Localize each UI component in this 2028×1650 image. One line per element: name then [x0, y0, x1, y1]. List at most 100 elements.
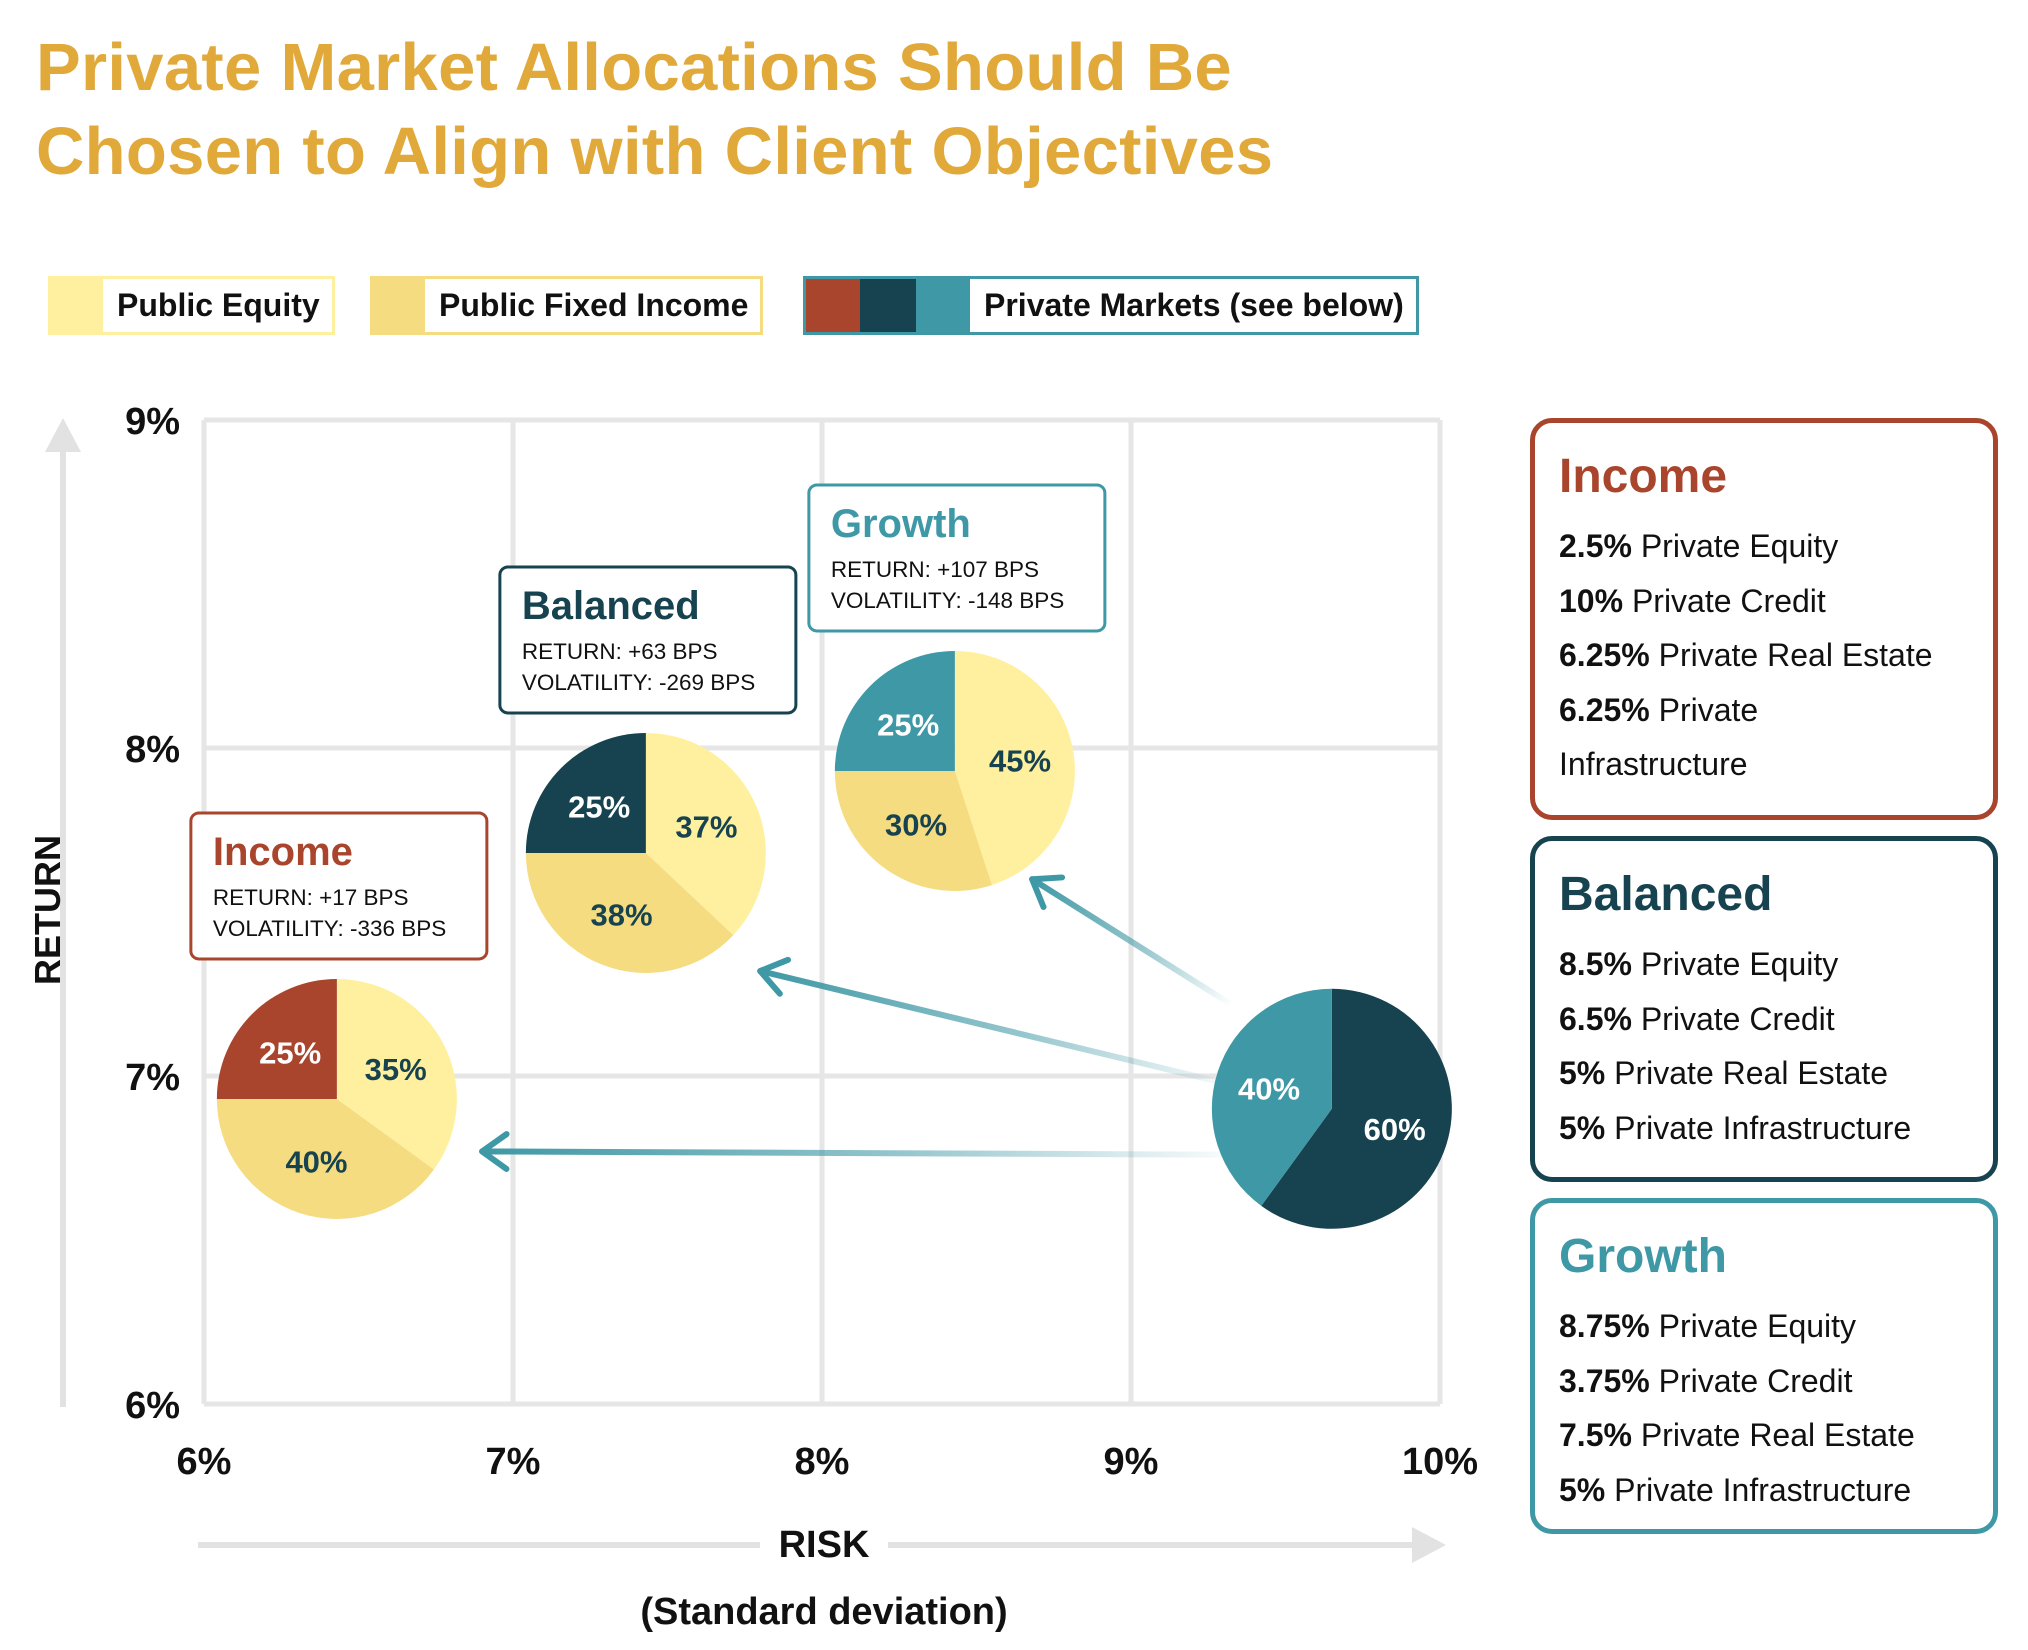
income-card-row: 10% Private Credit — [1559, 582, 1826, 619]
pie-slice-label: 40% — [1238, 1071, 1300, 1106]
tick-labels: 6% 7% 8% 9% 10% 6% 7% 8% 9% — [125, 401, 1478, 1483]
public-fixed-income-swatch-icon — [373, 279, 425, 332]
legend-public-equity: Public Equity — [48, 276, 335, 335]
callout-volatility: VOLATILITY: -336 BPS — [213, 916, 446, 941]
growth-card-row: 5% Private Infrastructure — [1559, 1471, 1912, 1508]
callout-box — [189, 811, 489, 961]
y-tick-label: 9% — [125, 401, 180, 443]
pie-slice-label: 38% — [591, 897, 653, 932]
callout-volatility: VOLATILITY: -269 BPS — [522, 670, 755, 695]
growth-card-row: 3.75% Private Credit — [1559, 1362, 1853, 1399]
balanced-card-row: 6.5% Private Credit — [1559, 1000, 1835, 1037]
callout-title: Balanced — [522, 584, 700, 628]
income-card-row: 6.25% Private — [1559, 691, 1759, 728]
x-axis-arrow-head-icon — [1412, 1527, 1446, 1563]
arrow-to-income — [479, 1148, 1253, 1158]
growth-card-title: Growth — [1559, 1230, 1727, 1283]
balanced-card-row: 8.5% Private Equity — [1559, 946, 1839, 982]
income-card-title: Income — [1559, 450, 1728, 503]
y-tick-label: 8% — [125, 729, 180, 771]
x-axis-label: RISK — [779, 1524, 870, 1566]
legend-label-private-markets: Private Markets (see below) — [984, 287, 1404, 323]
pie-slice-label: 25% — [568, 789, 630, 824]
income-card-row: 6.25% Private Real Estate — [1559, 637, 1933, 673]
pie-slice-label: 45% — [989, 744, 1051, 779]
pie-growth: 45% 30% 25% — [834, 650, 1075, 891]
private-markets-swatch-growth-icon — [916, 279, 970, 332]
transition-arrows — [479, 874, 1253, 1172]
balanced-card: Balanced 8.5% Private Equity 6.5% Privat… — [1530, 836, 1998, 1182]
arrow-to-growth — [1029, 876, 1235, 1008]
pie-slice-label: 60% — [1364, 1112, 1426, 1147]
x-tick-label: 8% — [795, 1441, 850, 1483]
pie-slice — [1261, 988, 1452, 1229]
arrow-to-balanced — [757, 968, 1243, 1090]
pie-slice — [1211, 988, 1332, 1206]
balanced-card-row: 5% Private Real Estate — [1559, 1055, 1889, 1091]
x-tick-label: 10% — [1402, 1441, 1478, 1483]
callout-box — [807, 483, 1107, 633]
pie-income: 35% 40% 25% — [216, 978, 457, 1219]
growth-card: Growth 8.75% Private Equity 3.75% Privat… — [1530, 1198, 1998, 1534]
legend-public-fixed-income: Public Fixed Income — [370, 276, 764, 335]
y-axis-label: RETURN — [27, 835, 68, 985]
pie-slice — [216, 978, 337, 1099]
arrow-head-icon — [479, 1131, 510, 1172]
pie-balanced: 37% 38% 25% — [525, 732, 766, 973]
callout-title: Income — [213, 830, 353, 874]
title-line-1: Private Market Allocations Should Be — [36, 30, 1232, 105]
y-tick-label: 6% — [125, 1385, 180, 1427]
pie-slice — [525, 852, 734, 973]
growth-card-row: 8.75% Private Equity — [1559, 1308, 1857, 1344]
pie-slice-label: 37% — [675, 810, 737, 845]
callout-income: Income RETURN: +17 BPS VOLATILITY: -336 BP… — [189, 811, 489, 961]
y-axis-arrow-head-icon — [45, 418, 81, 452]
pie-slice-label: 25% — [259, 1035, 321, 1070]
pie-slice — [336, 978, 457, 1170]
private-markets-swatch-income-icon — [806, 279, 860, 332]
y-tick-label: 7% — [125, 1057, 180, 1099]
pie-slice — [954, 650, 1075, 886]
pie-slice-label: 25% — [877, 707, 939, 742]
callout-return: RETURN: +63 BPS — [522, 639, 718, 664]
pie-slice-label: 30% — [885, 807, 947, 842]
callout-title: Growth — [831, 502, 971, 546]
public-equity-swatch-icon — [51, 279, 103, 332]
x-axis-sublabel: (Standard deviation) — [640, 1591, 1007, 1633]
balanced-card-row: 5% Private Infrastructure — [1559, 1109, 1912, 1146]
pie-slice-label: 40% — [285, 1145, 347, 1180]
income-card-row: Infrastructure — [1559, 746, 1748, 782]
legend-label-public-fixed-income: Public Fixed Income — [439, 287, 749, 323]
private-markets-swatch-balanced-icon — [860, 279, 916, 332]
x-tick-label: 6% — [177, 1441, 232, 1483]
callout-return: RETURN: +17 BPS — [213, 885, 409, 910]
portfolio-callouts: Income RETURN: +17 BPS VOLATILITY: -336 BP… — [189, 483, 1107, 961]
pie-baseline: 60% 40% — [1211, 988, 1452, 1229]
pie-slice — [525, 732, 646, 853]
pie-slice — [834, 650, 955, 771]
legend-label-public-equity: Public Equity — [117, 287, 320, 323]
income-card-row: 2.5% Private Equity — [1559, 528, 1839, 564]
callout-volatility: VOLATILITY: -148 BPS — [831, 588, 1064, 613]
income-card: Income 2.5% Private Equity 10% Private C… — [1530, 418, 1998, 820]
pie-slice — [645, 732, 766, 936]
page-title: Private Market Allocations Should Be Cho… — [36, 26, 1536, 194]
pie-slice — [216, 1098, 434, 1219]
x-tick-label: 7% — [486, 1441, 541, 1483]
allocation-pies: 35% 40% 25% 37% 38% 25% 45% 30% 25% 60% 40% — [216, 650, 1452, 1229]
axis-arrows — [45, 418, 1446, 1563]
callout-growth: Growth RETURN: +107 BPS VOLATILITY: -148 B… — [807, 483, 1107, 633]
title-line-2: Chosen to Align with Client Objectives — [36, 114, 1274, 189]
pie-slice — [834, 770, 992, 891]
callout-box — [498, 565, 798, 715]
pie-slice-label: 35% — [365, 1052, 427, 1087]
arrow-head-icon — [1029, 874, 1066, 910]
callout-balanced: Balanced RETURN: +63 BPS VOLATILITY: -269 … — [498, 565, 798, 715]
x-tick-label: 9% — [1104, 1441, 1159, 1483]
callout-return: RETURN: +107 BPS — [831, 557, 1039, 582]
arrow-head-icon — [757, 956, 792, 997]
growth-card-row: 7.5% Private Real Estate — [1559, 1417, 1915, 1453]
legend-private-markets: Private Markets (see below) — [803, 276, 1419, 335]
balanced-card-title: Balanced — [1559, 868, 1773, 921]
